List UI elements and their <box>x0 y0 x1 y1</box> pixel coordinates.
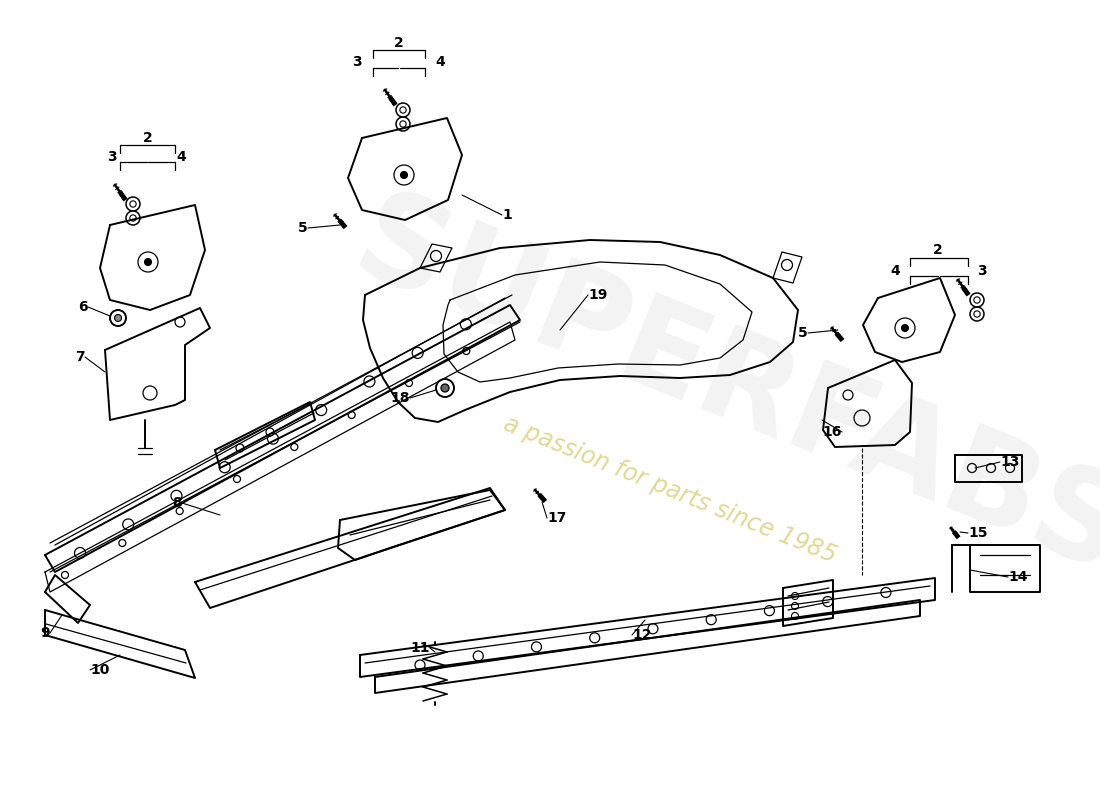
Text: 4: 4 <box>434 55 444 69</box>
Circle shape <box>400 171 407 178</box>
Text: 13: 13 <box>1000 455 1020 469</box>
Circle shape <box>114 314 121 322</box>
Text: 17: 17 <box>547 511 567 525</box>
Text: 4: 4 <box>890 264 900 278</box>
Text: 3: 3 <box>352 55 362 69</box>
Text: 18: 18 <box>390 391 410 405</box>
Circle shape <box>441 384 449 392</box>
Text: 15: 15 <box>968 526 988 540</box>
Text: 8: 8 <box>173 496 182 510</box>
Circle shape <box>902 325 909 331</box>
Text: 4: 4 <box>176 150 186 164</box>
Text: 3: 3 <box>107 150 117 164</box>
Text: 19: 19 <box>588 288 607 302</box>
Text: SUPERFABS: SUPERFABS <box>338 181 1100 599</box>
Text: 12: 12 <box>632 628 651 642</box>
Text: 5: 5 <box>298 221 308 235</box>
Text: 16: 16 <box>823 425 842 439</box>
Text: 6: 6 <box>78 300 88 314</box>
Text: 10: 10 <box>90 663 109 677</box>
Text: a passion for parts since 1985: a passion for parts since 1985 <box>500 412 840 568</box>
Text: 11: 11 <box>410 641 430 655</box>
Text: 9: 9 <box>41 626 50 640</box>
Text: 5: 5 <box>799 326 808 340</box>
Text: 2: 2 <box>143 131 153 145</box>
Text: 2: 2 <box>933 243 943 257</box>
Text: 7: 7 <box>76 350 85 364</box>
Text: 14: 14 <box>1008 570 1027 584</box>
Text: 1: 1 <box>502 208 512 222</box>
Circle shape <box>144 258 152 266</box>
Text: 2: 2 <box>394 36 404 50</box>
Text: 3: 3 <box>977 264 987 278</box>
